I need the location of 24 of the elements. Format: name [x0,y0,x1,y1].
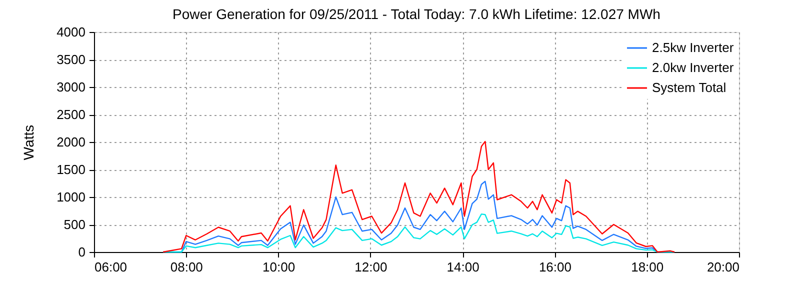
chart-title: Power Generation for 09/25/2011 - Total Today: 7.0 kWh Lifetime: 12.027 MWh [172,6,660,22]
x-tick-label: 08:00 [170,260,203,274]
y-tick-label: 1500 [56,162,86,177]
y-tick-label: 500 [64,217,86,232]
y-tick-label: 1000 [56,190,86,204]
x-tick-label: 20:00 [706,260,740,274]
x-tick-label: 12:00 [354,260,388,274]
y-tick-label: 2500 [56,107,86,122]
x-tick-label: 16:00 [538,260,572,274]
x-tick-label: 06:00 [94,260,128,274]
line-series [162,140,676,253]
x-tick-label: 10:00 [262,260,296,274]
legend-label: System Total [652,80,726,95]
y-tick-label: 3000 [56,80,86,94]
y-tick-label: 3500 [56,52,86,67]
x-tick-label: 14:00 [446,260,480,274]
y-tick-label: 0 [78,244,86,260]
y-axis-title: Watts [20,124,37,160]
legend-label: 2.0kw Inverter [652,60,734,75]
y-tick-label: 2000 [56,134,86,150]
legend-label: 2.5kw Inverter [652,40,734,55]
x-tick-label: 18:00 [631,260,664,274]
y-tick-label: 4000 [56,24,86,40]
line-series [162,213,676,253]
